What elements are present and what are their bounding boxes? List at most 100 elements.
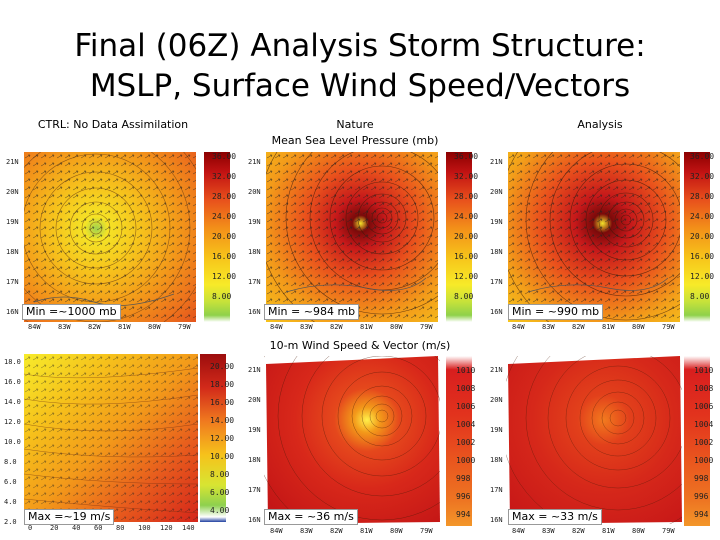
lat-label: 21N [6, 158, 19, 166]
lat-label: 6.0 [4, 478, 17, 486]
lon-label: 120 [160, 524, 173, 532]
mslp-panel-nature: 21N 20N 19N 18N 17N 16N 84W 83W 82W 81W … [242, 148, 482, 331]
wind-colorbar-ticks: 1010 1008 1006 1004 1002 1000 998 996 99… [456, 366, 482, 526]
colorbar-tick: 32.00 [212, 172, 237, 181]
lat-label: 10.0 [4, 438, 21, 446]
lat-label: 21N [490, 366, 503, 374]
lat-label: 16N [6, 308, 19, 316]
colorbar-tick: 4.00 [210, 506, 230, 515]
colorbar-tick: 24.00 [212, 212, 237, 221]
lat-label: 18N [6, 248, 19, 256]
lat-label: 19N [6, 218, 19, 226]
lon-label: 83W [542, 323, 555, 331]
colorbar-tick: 1010 [694, 366, 714, 375]
lon-label: 100 [138, 524, 151, 532]
lat-label: 20N [248, 188, 261, 196]
lat-label: 18N [490, 248, 503, 256]
lon-label: 79W [662, 323, 675, 331]
colorbar-tick: 20.00 [212, 232, 237, 241]
lat-label: 18N [248, 456, 261, 464]
lat-label: 17N [490, 486, 503, 494]
colorbar-tick: 14.00 [210, 416, 235, 425]
colorbar-tick: 1006 [694, 402, 714, 411]
lon-label: 79W [420, 323, 433, 331]
mslp-colorbar-ctrl [204, 152, 230, 322]
lat-label: 21N [248, 366, 261, 374]
lat-label: 20N [490, 188, 503, 196]
wind-section-header: 10-m Wind Speed & Vector (m/s) [269, 339, 451, 352]
colorbar-tick: 1000 [456, 456, 476, 465]
wind-panel-analysis: 21N 20N 19N 18N 17N 16N 84W 83W 82W 81W … [484, 352, 720, 536]
mslp-colorbar-nature [446, 152, 472, 322]
lon-label: 0 [28, 524, 33, 532]
colorbar-tick: 36.00 [454, 152, 479, 161]
colorbar-tick: 1010 [456, 366, 476, 375]
lon-label: 79W [420, 527, 433, 535]
mslp-map-ctrl [24, 152, 196, 322]
lon-label: 80W [632, 527, 645, 535]
mslp-colorbar-analysis [684, 152, 710, 322]
mslp-min-annotation: Min = ~984 mb [264, 304, 360, 320]
mslp-min-annotation: Min =~1000 mb [22, 304, 121, 320]
colorbar-tick: 36.00 [212, 152, 237, 161]
lon-label: 80W [390, 527, 403, 535]
lon-label: 84W [512, 323, 525, 331]
lon-label: 81W [602, 527, 615, 535]
colorbar-tick: 24.00 [690, 212, 715, 221]
colorbar-tick: 16.00 [210, 398, 235, 407]
colorbar-tick: 12.00 [210, 434, 235, 443]
colorbar-tick: 1008 [694, 384, 714, 393]
lon-label: 83W [300, 527, 313, 535]
lat-label: 17N [490, 278, 503, 286]
colorbar-tick: 10.00 [210, 452, 235, 461]
mslp-panel-analysis: 21N 20N 19N 18N 17N 16N 84W 83W 82W 81W … [484, 148, 720, 331]
wind-colorbar-ctrl [200, 354, 226, 522]
lon-label: 82W [572, 527, 585, 535]
colorbar-tick: 994 [694, 510, 709, 519]
wind-max-annotation: Max = ~36 m/s [264, 509, 358, 525]
lat-label: 16.0 [4, 378, 21, 386]
lat-label: 16N [248, 308, 261, 316]
colorbar-tick: 1006 [456, 402, 476, 411]
lon-label: 140 [182, 524, 195, 532]
colorbar-tick: 28.00 [690, 192, 715, 201]
colorbar-tick: 12.00 [690, 272, 715, 281]
lat-label: 19N [490, 218, 503, 226]
lat-label: 8.0 [4, 458, 17, 466]
colorbar-tick: 8.00 [690, 292, 710, 301]
colorbar-tick: 6.00 [210, 488, 230, 497]
lat-label: 4.0 [4, 498, 17, 506]
lat-label: 20N [490, 396, 503, 404]
lon-label: 83W [300, 323, 313, 331]
lat-label: 18N [248, 248, 261, 256]
colorbar-tick: 1008 [456, 384, 476, 393]
colorbar-tick: 1004 [456, 420, 476, 429]
lon-label: 40 [72, 524, 81, 532]
wind-map-ctrl [24, 354, 198, 522]
lat-label: 17N [248, 278, 261, 286]
colorbar-tick: 18.00 [210, 380, 235, 389]
colorbar-tick: 8.00 [212, 292, 232, 301]
mslp-colorbar-ticks: 36.00 32.00 28.00 24.00 20.00 16.00 12.0… [690, 152, 720, 322]
colorbar-tick: 1002 [694, 438, 714, 447]
lon-label: 80W [148, 323, 161, 331]
lat-label: 16N [490, 308, 503, 316]
colorbar-tick: 28.00 [454, 192, 479, 201]
lat-label: 2.0 [4, 518, 17, 526]
colorbar-tick: 32.00 [690, 172, 715, 181]
colorbar-tick: 24.00 [454, 212, 479, 221]
lon-label: 84W [512, 527, 525, 535]
slide-title: Final (06Z) Analysis Storm Structure: MS… [0, 26, 720, 106]
wind-max-annotation: Max =~19 m/s [24, 509, 115, 525]
lat-label: 17N [6, 278, 19, 286]
lon-label: 82W [572, 323, 585, 331]
lon-label: 80W [390, 323, 403, 331]
colorbar-tick: 16.00 [690, 252, 715, 261]
colorbar-tick: 20.00 [690, 232, 715, 241]
wind-map-analysis [506, 356, 682, 524]
nature-header-line-1: Nature [336, 118, 374, 131]
colorbar-tick: 8.00 [210, 470, 230, 479]
lat-label: 16N [490, 516, 503, 524]
wind-max-annotation: Max = ~33 m/s [508, 509, 602, 525]
wind-colorbar-analysis [684, 356, 710, 526]
